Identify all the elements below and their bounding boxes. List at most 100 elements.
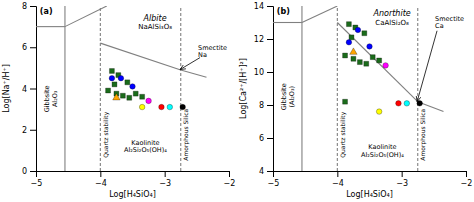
- annotation-line: Ca: [435, 22, 444, 30]
- annotation: Amorphous Silica: [419, 108, 427, 160]
- point-group: [383, 63, 389, 69]
- point: [109, 69, 114, 74]
- point: [140, 94, 145, 99]
- y-tick-label: 2: [22, 126, 27, 135]
- point: [159, 104, 165, 110]
- point-group: [109, 75, 135, 89]
- x-tick: −3: [159, 171, 171, 188]
- point-group: [404, 101, 410, 107]
- point-group: [343, 22, 382, 104]
- x-axis-line: [37, 172, 230, 178]
- x-tick: −3: [396, 171, 408, 188]
- y-tick: 4: [22, 85, 36, 94]
- y-tick-mark: [267, 138, 273, 139]
- x-tick-mark: [466, 171, 467, 177]
- point: [404, 101, 410, 107]
- panel: −5−4−3−202468Log[H₄SiO₄]Log[Na⁺/H⁺](a)Al…: [2, 2, 235, 199]
- annotation-line: Quartz stability: [102, 111, 110, 157]
- y-axis-line: [30, 7, 37, 172]
- annotation-line: Al₂Si₂O₅(OH)₄: [124, 146, 167, 154]
- point: [118, 75, 124, 81]
- x-tick-label: −3: [396, 179, 408, 188]
- arrow: [180, 58, 200, 70]
- annotations: (b) AnorthiteCaAlSi₂O₈ SmectiteCa Gibbsite(…: [277, 7, 464, 161]
- x-tick-label: −4: [332, 179, 344, 188]
- point-group: [139, 104, 145, 110]
- point: [125, 80, 130, 85]
- annotation: SmectiteCa: [435, 15, 464, 30]
- point: [139, 104, 145, 110]
- annotation: Amorphous Silica: [182, 108, 190, 160]
- boundary-line: [337, 6, 338, 171]
- point: [367, 44, 373, 50]
- boundary-line: [100, 43, 180, 70]
- x-tick: −5: [31, 171, 43, 188]
- point: [113, 93, 120, 99]
- point: [130, 84, 136, 90]
- annotation: KaoliniteAl₂Si₂O₅(OH)₄: [124, 139, 167, 154]
- annotation-line: Al₂O₃: [51, 90, 59, 107]
- point: [362, 31, 367, 36]
- y-tick-mark: [267, 39, 273, 40]
- y-tick-label: 0: [22, 167, 27, 176]
- y-tick: 4: [259, 167, 273, 176]
- y-tick-label: 4: [259, 167, 264, 176]
- y-tick-label: 8: [22, 2, 27, 11]
- annotation: Quartz stability: [102, 111, 110, 157]
- boundary-line: [302, 6, 337, 23]
- point: [146, 98, 152, 104]
- annotation-line: Amorphous Silica: [419, 108, 427, 160]
- x-tick-label: −2: [461, 179, 473, 188]
- x-tick-label: −4: [95, 179, 107, 188]
- x-tick-mark: [165, 171, 166, 177]
- x-axis-title: Log[H₄SiO₄]: [109, 190, 156, 199]
- annotation: GibbsiteAl₂O₃: [43, 85, 58, 112]
- x-axis: −5−4−3−2: [31, 171, 236, 188]
- x-axis: −5−4−3−2: [268, 171, 473, 188]
- annotation-line: Anorthite: [372, 9, 410, 18]
- point-group: [167, 104, 173, 110]
- y-tick: 6: [22, 43, 36, 52]
- point-group: [159, 104, 165, 110]
- y-tick-label: 14: [254, 2, 264, 11]
- x-tick: −2: [461, 171, 473, 188]
- annotation: NaAlSi₃O₈: [138, 23, 172, 31]
- y-tick: 14: [254, 2, 273, 11]
- annotation: (b): [277, 7, 290, 16]
- point: [133, 91, 138, 96]
- x-tick-mark: [100, 171, 101, 177]
- annotation: KaoliniteAl₂Si₂O₅(OH)₄: [361, 143, 404, 158]
- point-group: [106, 69, 145, 101]
- annotation-line: CaAlSi₂O₈: [375, 19, 409, 27]
- annotation-line: (b): [277, 7, 290, 16]
- y-tick-mark: [30, 130, 36, 131]
- point-group: [350, 48, 357, 54]
- annotation: SmectiteNa: [198, 44, 227, 59]
- boundary-line: [65, 6, 107, 27]
- annotation: (a): [40, 7, 53, 16]
- point-group: [346, 27, 372, 49]
- annotation: CaAlSi₂O₈: [375, 19, 409, 27]
- y-tick-mark: [30, 6, 36, 7]
- annotation: Gibbsite(Al₂O₃): [280, 83, 295, 110]
- point: [112, 82, 117, 87]
- point: [346, 22, 351, 27]
- y-tick-label: 4: [22, 85, 27, 94]
- y-tick-mark: [267, 72, 273, 73]
- chart-svg: −5−4−3−202468Log[H₄SiO₄]Log[Na⁺/H⁺](a)Al…: [0, 0, 474, 202]
- x-tick-label: −3: [159, 179, 171, 188]
- point: [377, 58, 382, 63]
- annotation-line: (a): [40, 7, 53, 16]
- annotation: Anorthite: [372, 9, 410, 18]
- y-axis: 468101214: [254, 2, 274, 176]
- annotation-line: Amorphous Silica: [182, 108, 190, 160]
- annotation-line: Al₂Si₂O₅(OH)₄: [361, 151, 404, 159]
- annotation: Quartz stability: [339, 111, 347, 157]
- y-axis: 0 2 4 6 8: [22, 2, 37, 176]
- y-tick-label: 6: [259, 134, 264, 143]
- point-group: [113, 93, 120, 99]
- point: [106, 88, 111, 93]
- marks: [36, 6, 206, 171]
- y-tick-mark: [30, 47, 36, 48]
- point: [127, 95, 132, 100]
